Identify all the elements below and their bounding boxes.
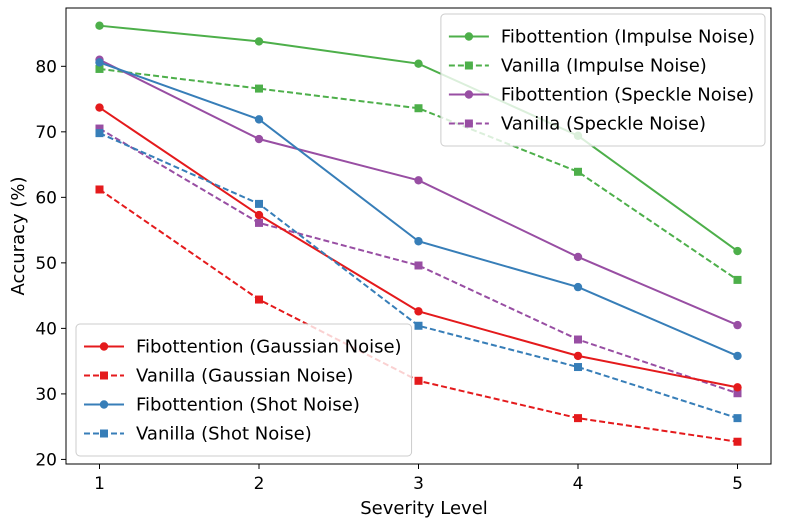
data-point xyxy=(414,59,423,68)
legend-lower-left: Fibottention (Gaussian Noise) Vanilla (Ga… xyxy=(75,323,413,457)
y-tick-label: 50 xyxy=(35,254,57,274)
legend-marker xyxy=(99,400,109,409)
data-point xyxy=(254,84,263,93)
legend-label: Vanilla (Speckle Noise) xyxy=(501,114,706,135)
data-point xyxy=(254,295,263,304)
plot-frame xyxy=(65,7,772,465)
data-point xyxy=(573,252,583,262)
x-tick-label: 4 xyxy=(573,474,584,494)
data-point xyxy=(95,129,104,138)
y-tick-label: 20 xyxy=(35,450,57,470)
legend-box xyxy=(75,323,413,457)
data-point xyxy=(733,320,742,330)
x-tick-label: 2 xyxy=(254,474,265,494)
legend-marker xyxy=(100,371,108,380)
y-tick-label: 30 xyxy=(35,385,57,405)
data-point xyxy=(95,64,104,73)
data-point xyxy=(414,321,423,330)
y-tick-label: 80 xyxy=(35,57,57,77)
data-point xyxy=(95,185,104,194)
data-point xyxy=(95,124,104,133)
legend-label: Vanilla (Gaussian Noise) xyxy=(136,366,353,387)
data-point xyxy=(95,21,104,30)
y-tick-label: 60 xyxy=(35,188,57,208)
legend-item: Vanilla (Impulse Noise) xyxy=(448,56,707,77)
data-point xyxy=(733,275,742,284)
legend-item: Vanilla (Shot Noise) xyxy=(84,424,312,445)
data-point xyxy=(254,115,264,124)
data-point xyxy=(254,218,263,227)
data-point xyxy=(254,210,264,220)
series-1 xyxy=(95,64,742,284)
series-4 xyxy=(95,103,742,392)
legend-item: Fibottention (Gaussian Noise) xyxy=(84,337,402,358)
series-0 xyxy=(95,21,742,256)
axes-layer: 1 2 3 4 5 20 30 40 50 60 70 80 xyxy=(35,57,743,494)
data-point xyxy=(733,246,742,256)
legend-marker xyxy=(464,32,474,41)
y-tick-label: 40 xyxy=(35,319,57,339)
data-point xyxy=(574,414,583,423)
legend-layer: Fibottention (Impulse Noise) Vanilla (Imp… xyxy=(75,13,766,457)
x-tick-label: 1 xyxy=(94,474,105,494)
series-line xyxy=(99,132,738,420)
legend-label: Vanilla (Shot Noise) xyxy=(136,424,312,445)
data-point xyxy=(254,199,263,208)
data-point xyxy=(414,376,423,385)
data-point xyxy=(414,307,423,316)
x-axis-title: Severity Level xyxy=(360,498,488,519)
legend-item: Vanilla (Speckle Noise) xyxy=(448,114,706,135)
data-point xyxy=(414,261,423,270)
legend-item: Fibottention (Speckle Noise) xyxy=(448,85,754,106)
y-tick-label: 70 xyxy=(35,123,57,143)
series-5 xyxy=(95,185,742,446)
series-3 xyxy=(95,124,742,398)
legend-upper-right: Fibottention (Impulse Noise) Vanilla (Imp… xyxy=(440,13,766,147)
legend-label: Fibottention (Gaussian Noise) xyxy=(136,337,402,358)
legend-label: Vanilla (Impulse Noise) xyxy=(501,56,707,77)
data-point xyxy=(733,437,742,446)
data-point xyxy=(733,389,742,398)
data-point xyxy=(573,351,583,361)
legend-marker xyxy=(464,61,473,70)
data-point xyxy=(95,58,104,67)
legend-item: Fibottention (Shot Noise) xyxy=(84,395,360,416)
data-point xyxy=(574,335,583,344)
series-7 xyxy=(95,129,742,423)
legend-item: Fibottention (Impulse Noise) xyxy=(448,27,755,48)
data-point xyxy=(733,383,742,392)
data-point xyxy=(574,167,583,176)
data-point xyxy=(573,282,583,292)
data-point xyxy=(733,351,742,361)
data-point xyxy=(414,104,423,113)
legend-marker xyxy=(100,429,108,438)
x-tick-label: 5 xyxy=(732,474,743,494)
data-point xyxy=(414,237,423,246)
legend-marker xyxy=(464,90,474,99)
series-2 xyxy=(95,55,742,330)
legend-box xyxy=(440,13,766,147)
legend-label: Fibottention (Speckle Noise) xyxy=(501,85,754,106)
data-point xyxy=(254,134,264,144)
data-point xyxy=(254,37,264,46)
series-6 xyxy=(95,58,742,361)
data-point xyxy=(733,414,742,423)
legend-label: Fibottention (Shot Noise) xyxy=(136,395,360,416)
x-tick-label: 3 xyxy=(413,474,424,494)
legend-marker xyxy=(99,342,109,351)
series-layer xyxy=(95,21,742,446)
y-axis-title: Accuracy (%) xyxy=(8,176,29,295)
data-point xyxy=(95,103,104,112)
legend-marker xyxy=(464,119,473,128)
data-point xyxy=(574,363,583,372)
data-point xyxy=(414,176,423,185)
legend-label: Fibottention (Impulse Noise) xyxy=(501,27,755,48)
legend-item: Vanilla (Gaussian Noise) xyxy=(84,366,353,387)
